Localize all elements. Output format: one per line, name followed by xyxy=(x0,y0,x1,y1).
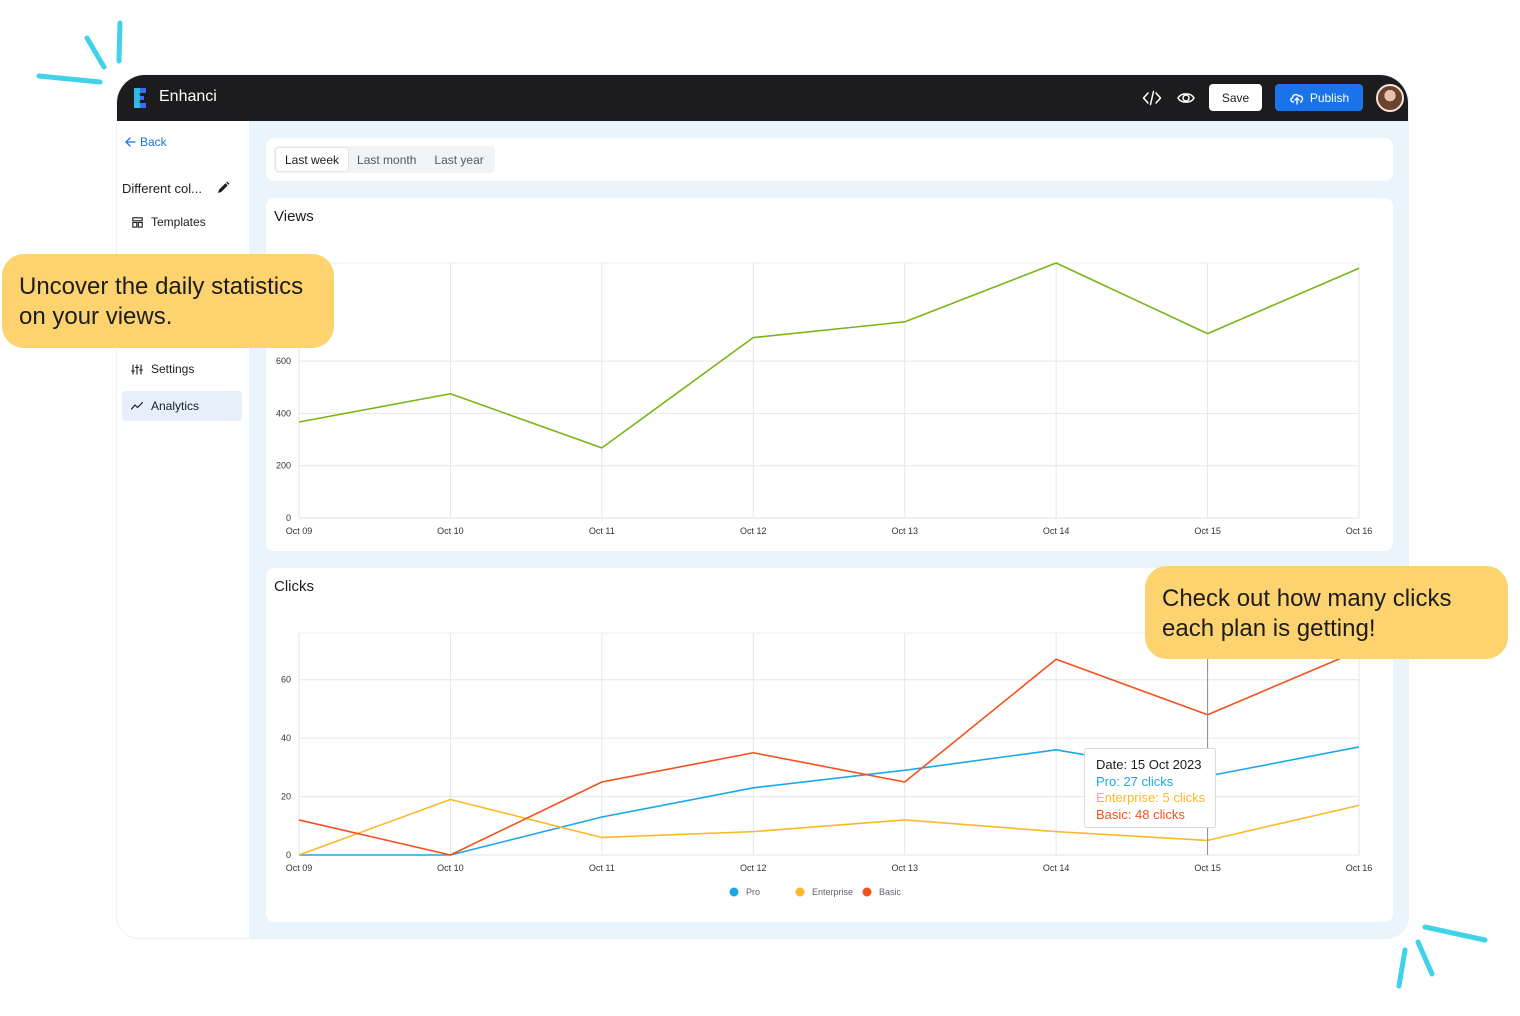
x-tick-label: Oct 10 xyxy=(437,863,464,873)
publish-label: Publish xyxy=(1309,90,1350,105)
sidebar: Back Different col... Templates Settings… xyxy=(117,121,249,938)
callout-line: Uncover the daily statistics xyxy=(19,273,304,300)
views-card: Views 0 200 400 600 Oct 09 Oct 10 Oct 11 Oct 12… xyxy=(266,198,1393,551)
x-tick-label: Oct 16 xyxy=(1346,863,1373,873)
cloud-upload-icon xyxy=(1290,93,1304,105)
range-last-week[interactable]: Last week xyxy=(276,148,349,171)
callout-views: Uncover the daily statistics on your vie… xyxy=(2,254,334,348)
sidebar-item-templates[interactable]: Templates xyxy=(122,207,242,237)
save-button[interactable]: Save xyxy=(1209,84,1262,111)
legend-swatch xyxy=(862,887,872,897)
x-tick-label: Oct 10 xyxy=(437,526,464,536)
trend-icon xyxy=(131,400,143,412)
y-tick-label: 200 xyxy=(276,461,291,471)
x-tick-label: Oct 09 xyxy=(286,526,313,536)
x-tick-label: Oct 11 xyxy=(589,863,615,873)
tooltip-date: Date: 15 Oct 2023 xyxy=(1096,757,1202,772)
y-tick-label: 40 xyxy=(281,733,291,743)
callout-line: Check out how many clicks xyxy=(1162,585,1452,612)
legend-label: Basic xyxy=(879,887,902,897)
sidebar-item-settings[interactable]: Settings xyxy=(122,354,242,384)
app-title: Enhanci xyxy=(159,88,217,105)
clicks-title: Clicks xyxy=(274,578,314,595)
x-tick-label: Oct 15 xyxy=(1194,526,1221,536)
callout-clicks: Check out how many clicks each plan is g… xyxy=(1145,566,1508,659)
date-range-toggle: Last week Last month Last year xyxy=(274,146,495,173)
sidebar-item-analytics[interactable]: Analytics xyxy=(122,391,242,421)
x-tick-label: Oct 09 xyxy=(286,863,313,873)
sidebar-item-label: Analytics xyxy=(151,399,200,413)
sidebar-item-label: Settings xyxy=(151,362,195,376)
views-title: Views xyxy=(274,208,314,225)
sidebar-item-label: Templates xyxy=(151,215,206,229)
sliders-icon xyxy=(131,363,143,375)
y-tick-label: 0 xyxy=(286,513,291,523)
y-tick-label: 0 xyxy=(286,850,291,860)
range-last-year[interactable]: Last year xyxy=(434,152,484,167)
tooltip-basic: Basic: 48 clicks xyxy=(1096,806,1185,822)
series-line xyxy=(298,262,1360,449)
x-tick-label: Oct 12 xyxy=(740,863,767,873)
legend-swatch xyxy=(729,887,739,897)
tooltip-enterprise: Enterprise: 5 clicks xyxy=(1096,790,1206,805)
eye-icon[interactable] xyxy=(1176,88,1196,108)
arrow-left-icon xyxy=(125,137,136,147)
y-tick-label: 60 xyxy=(281,675,291,685)
x-tick-label: Oct 13 xyxy=(891,526,918,536)
templates-icon xyxy=(131,216,143,228)
range-last-month[interactable]: Last month xyxy=(357,152,417,167)
series-line xyxy=(298,798,1360,856)
callout-line: on your views. xyxy=(19,303,173,330)
x-tick-label: Oct 11 xyxy=(589,526,615,536)
code-icon[interactable] xyxy=(1142,88,1162,108)
project-name: Different col... xyxy=(122,181,202,196)
top-bar: Enhanci Save Publish xyxy=(117,75,1408,121)
y-tick-label: 400 xyxy=(276,408,291,418)
x-tick-label: Oct 12 xyxy=(740,526,767,536)
y-tick-label: 20 xyxy=(281,792,291,802)
legend-label: Enterprise xyxy=(812,887,853,897)
views-chart: 0 200 400 600 Oct 09 Oct 10 Oct 11 Oct 12 Oct 13… xyxy=(276,262,1373,536)
date-range-bar: Last week Last month Last year xyxy=(266,138,1393,181)
back-link[interactable]: Back xyxy=(125,135,167,149)
x-tick-label: Oct 15 xyxy=(1194,863,1221,873)
series-line xyxy=(298,649,1360,856)
x-tick-label: Oct 13 xyxy=(891,863,918,873)
legend-swatch xyxy=(795,887,805,897)
user-avatar[interactable] xyxy=(1376,84,1404,112)
x-tick-label: Oct 14 xyxy=(1043,863,1070,873)
callout-line: each plan is getting! xyxy=(1162,615,1376,642)
back-label: Back xyxy=(140,135,167,149)
publish-button[interactable]: Publish xyxy=(1275,84,1363,111)
pencil-icon[interactable] xyxy=(216,181,230,195)
x-tick-label: Oct 16 xyxy=(1346,526,1373,536)
legend-label: Pro xyxy=(746,887,760,897)
tooltip-pro: Pro: 27 clicks xyxy=(1096,773,1174,789)
enhanci-logo-icon xyxy=(134,88,146,108)
chart-tooltip: Date: 15 Oct 2023 Pro: 27 clicks Enterpr… xyxy=(1084,748,1216,828)
x-tick-label: Oct 14 xyxy=(1043,526,1070,536)
y-tick-label: 600 xyxy=(276,356,291,366)
